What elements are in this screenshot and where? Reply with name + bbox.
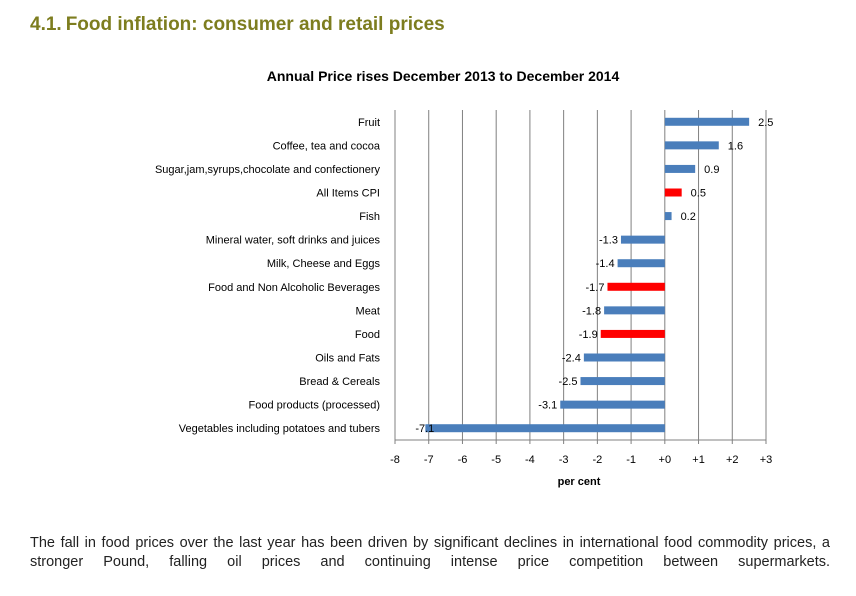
category-label: Food (355, 329, 380, 341)
bar (583, 353, 665, 362)
category-label: Coffee, tea and cocoa (273, 140, 381, 152)
section-title: Food inflation: consumer and retail pric… (65, 14, 445, 35)
bar (607, 282, 665, 291)
x-tick-label: -8 (390, 454, 400, 466)
category-label: Mineral water, soft drinks and juices (206, 235, 381, 247)
category-label: Milk, Cheese and Eggs (267, 258, 381, 270)
page-heading: 4.1. Food inflation: consumer and retail … (30, 14, 445, 36)
category-label: Food products (processed) (249, 400, 380, 412)
bars (425, 117, 750, 433)
data-label: -1.7 (586, 282, 605, 294)
category-label: Meat (356, 305, 380, 317)
bar (664, 117, 750, 126)
x-tick-label: -3 (559, 454, 569, 466)
data-label: -1.8 (582, 305, 601, 317)
category-label: Sugar,jam,syrups,chocolate and confectio… (155, 164, 381, 176)
category-label: Fruit (358, 117, 380, 129)
data-label: 1.6 (728, 140, 743, 152)
labels: -8 -7 -6 -5 -4 -3 -2 -1 +0 +1 +2 +3 Fruit 2.5 Coffee, … (155, 117, 773, 466)
data-label: -1.3 (599, 235, 618, 247)
x-tick-label: -2 (592, 454, 602, 466)
category-label: Vegetables including potatoes and tubers (179, 423, 381, 435)
bar (560, 400, 665, 409)
category-label: Bread & Cereals (299, 376, 380, 388)
x-axis-title: per cent (558, 476, 601, 488)
bar (604, 306, 665, 315)
data-label: 2.5 (758, 117, 773, 129)
data-label: 0.5 (691, 188, 706, 200)
data-label: -7.1 (415, 423, 434, 435)
section-number: 4.1. (30, 14, 62, 35)
bar (617, 259, 665, 268)
bar-chart: Annual Price rises December 2013 to Dece… (155, 68, 773, 488)
data-label: 0.2 (681, 211, 696, 223)
data-label: -1.9 (579, 329, 598, 341)
x-tick-label: -1 (626, 454, 636, 466)
bar (580, 377, 665, 386)
category-label: All Items CPI (316, 188, 380, 200)
x-tick-label: -4 (525, 454, 535, 466)
data-label: -1.4 (596, 258, 615, 270)
bar (620, 235, 665, 244)
bar (664, 188, 682, 197)
bar (664, 141, 719, 150)
x-tick-label: +1 (692, 454, 705, 466)
gridlines (394, 110, 767, 444)
x-tick-label: -5 (491, 454, 501, 466)
data-label: 0.9 (704, 164, 719, 176)
bar (664, 212, 672, 221)
data-label: -2.4 (562, 353, 581, 365)
x-tick-label: +0 (659, 454, 672, 466)
bar (664, 164, 696, 173)
category-label: Oils and Fats (315, 353, 380, 365)
bar (600, 329, 665, 338)
x-tick-label: +3 (760, 454, 773, 466)
bar (425, 424, 665, 433)
category-label: Food and Non Alcoholic Beverages (208, 282, 380, 294)
chart-title: Annual Price rises December 2013 to Dece… (267, 68, 620, 84)
body-paragraph: The fall in food prices over the last ye… (30, 535, 830, 570)
x-tick-label: +2 (726, 454, 739, 466)
x-tick-label: -7 (424, 454, 434, 466)
data-label: -2.5 (559, 376, 578, 388)
category-label: Fish (359, 211, 380, 223)
x-tick-label: -6 (458, 454, 468, 466)
data-label: -3.1 (538, 400, 557, 412)
